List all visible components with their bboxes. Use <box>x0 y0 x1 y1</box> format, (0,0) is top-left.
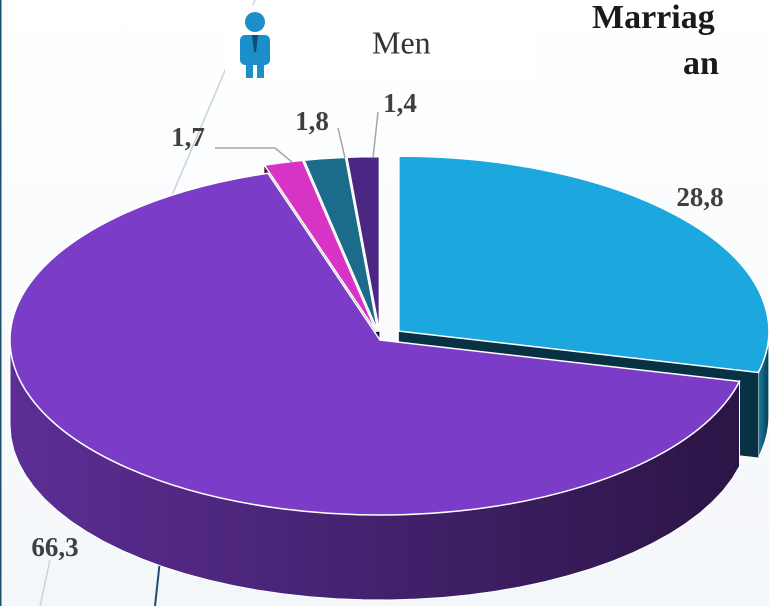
data-label: 1,4 <box>383 88 417 118</box>
legend-title: Men <box>372 24 431 60</box>
legend-box <box>225 5 535 80</box>
data-label: 1,7 <box>171 122 205 152</box>
slide-decoration <box>39 559 51 606</box>
chart-title: an <box>683 45 719 82</box>
leader-line <box>215 147 293 163</box>
data-label: 28,8 <box>676 182 723 212</box>
men-icon <box>240 12 270 78</box>
data-label: 1,8 <box>295 106 329 136</box>
leader-line <box>337 127 346 159</box>
leader-line <box>372 111 379 159</box>
chart-title: Marriag <box>592 0 715 36</box>
slice <box>9 172 741 516</box>
data-label: 66,3 <box>31 532 78 562</box>
slice <box>345 155 381 332</box>
slice <box>263 159 378 333</box>
slide-decoration <box>154 559 161 606</box>
